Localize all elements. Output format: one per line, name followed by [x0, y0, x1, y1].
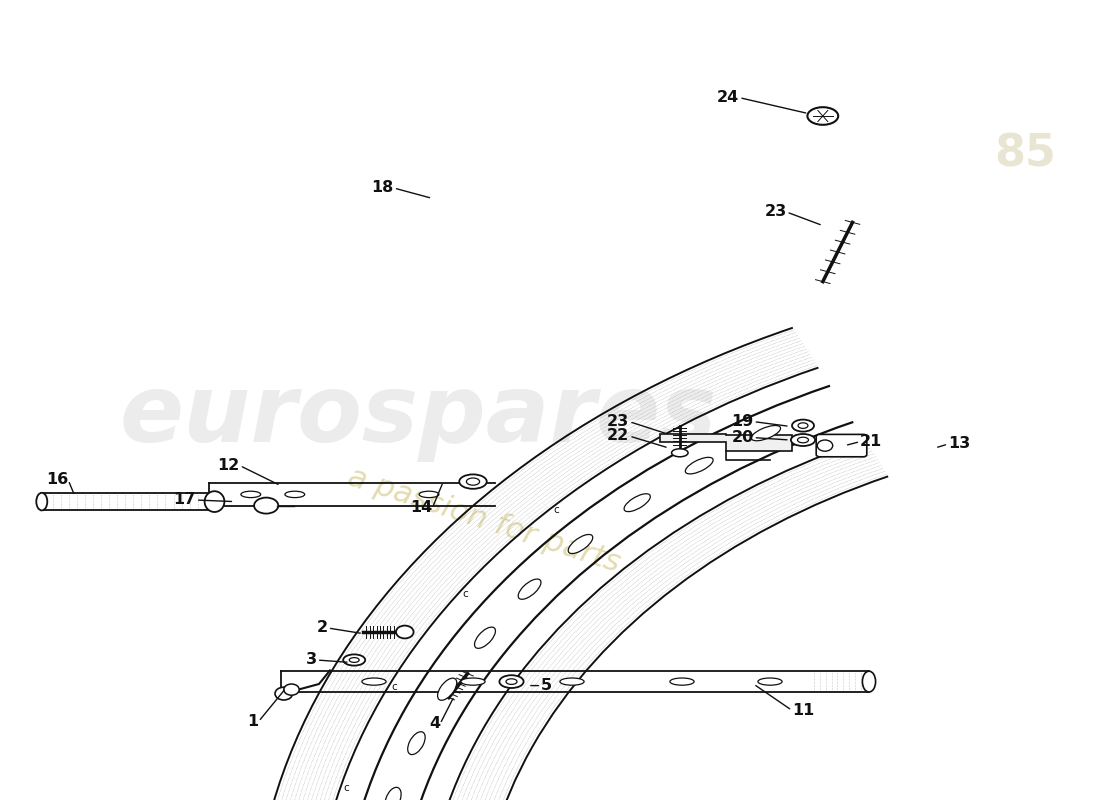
Ellipse shape: [460, 474, 486, 489]
Text: 23: 23: [764, 205, 786, 219]
Ellipse shape: [350, 658, 359, 662]
Ellipse shape: [362, 678, 386, 685]
Text: 13: 13: [948, 437, 970, 451]
Ellipse shape: [569, 534, 593, 554]
Ellipse shape: [474, 627, 495, 648]
Circle shape: [817, 440, 833, 451]
FancyBboxPatch shape: [816, 434, 867, 457]
Ellipse shape: [560, 678, 584, 685]
Ellipse shape: [671, 449, 689, 457]
Ellipse shape: [408, 732, 426, 754]
Text: 19: 19: [732, 414, 754, 429]
Ellipse shape: [685, 458, 713, 474]
Text: c: c: [343, 782, 349, 793]
Ellipse shape: [466, 478, 480, 485]
Text: c: c: [462, 589, 468, 598]
Ellipse shape: [343, 654, 365, 666]
Circle shape: [284, 684, 299, 695]
Text: c: c: [392, 682, 397, 692]
Text: 14: 14: [410, 501, 432, 515]
Ellipse shape: [205, 491, 224, 512]
Text: 1: 1: [248, 714, 258, 729]
Text: 5: 5: [541, 678, 552, 693]
Ellipse shape: [419, 491, 439, 498]
Text: 23: 23: [607, 414, 629, 429]
Ellipse shape: [758, 678, 782, 685]
Ellipse shape: [798, 422, 807, 429]
Text: 4: 4: [429, 717, 440, 731]
Circle shape: [275, 687, 293, 700]
Ellipse shape: [241, 491, 261, 498]
Text: eurospares: eurospares: [119, 370, 717, 462]
Ellipse shape: [807, 107, 838, 125]
Ellipse shape: [751, 426, 781, 441]
Ellipse shape: [624, 494, 650, 512]
Ellipse shape: [36, 493, 47, 510]
Polygon shape: [660, 434, 792, 451]
Ellipse shape: [461, 678, 485, 685]
Text: 16: 16: [46, 473, 68, 487]
Text: 17: 17: [174, 493, 196, 507]
Text: 18: 18: [372, 181, 394, 195]
Ellipse shape: [518, 579, 541, 599]
Text: 20: 20: [732, 430, 754, 445]
Ellipse shape: [499, 675, 524, 688]
Ellipse shape: [791, 434, 815, 446]
Text: 21: 21: [860, 434, 882, 449]
Text: c: c: [553, 506, 559, 515]
Text: 24: 24: [717, 90, 739, 105]
Text: 85: 85: [994, 132, 1056, 175]
Ellipse shape: [438, 678, 456, 700]
Ellipse shape: [396, 626, 414, 638]
Ellipse shape: [862, 671, 876, 692]
Ellipse shape: [506, 678, 517, 685]
Text: c: c: [662, 434, 668, 444]
Text: 12: 12: [218, 458, 240, 473]
Text: a passion for parts: a passion for parts: [344, 462, 624, 578]
Ellipse shape: [254, 498, 278, 514]
Text: 11: 11: [792, 703, 814, 718]
Text: 22: 22: [607, 429, 629, 443]
Ellipse shape: [670, 678, 694, 685]
Ellipse shape: [792, 419, 814, 431]
Ellipse shape: [385, 787, 402, 800]
Ellipse shape: [798, 437, 808, 443]
Text: 2: 2: [317, 621, 328, 635]
Ellipse shape: [285, 491, 305, 498]
Text: 3: 3: [306, 653, 317, 667]
